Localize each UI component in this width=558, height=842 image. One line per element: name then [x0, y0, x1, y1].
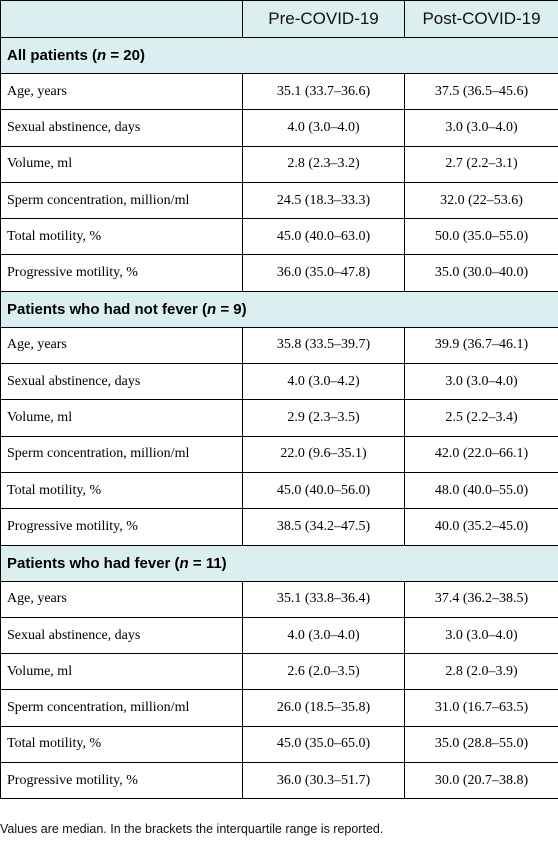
- pre-covid-value: 36.0 (35.0–47.8): [242, 254, 405, 292]
- row-label: Sexual abstinence, days: [0, 109, 243, 147]
- pre-covid-value: 45.0 (35.0–65.0): [242, 725, 405, 764]
- table-row: Volume, ml 2.9 (2.3–3.5) 2.5 (2.2–3.4): [0, 399, 558, 437]
- row-label: Progressive motility, %: [0, 508, 243, 546]
- post-covid-value: 37.5 (36.5–45.6): [404, 72, 558, 111]
- post-covid-value: 3.0 (3.0–4.0): [404, 616, 558, 655]
- results-table: Pre-COVID-19 Post-COVID-19 All patients …: [0, 0, 558, 800]
- row-label: Sperm concentration, million/ml: [0, 689, 243, 727]
- post-covid-value: 2.5 (2.2–3.4): [404, 399, 558, 437]
- pre-covid-value: 24.5 (18.3–33.3): [242, 181, 405, 220]
- row-label: Total motility, %: [0, 725, 243, 764]
- post-covid-value: 2.8 (2.0–3.9): [404, 653, 558, 691]
- table-row: Progressive motility, % 38.5 (34.2–47.5) 4…: [0, 508, 558, 546]
- post-covid-value: 50.0 (35.0–55.0): [404, 218, 558, 256]
- section-title-suffix: = 11): [188, 554, 227, 572]
- post-covid-value: 48.0 (40.0–55.0): [404, 471, 558, 510]
- row-label: Volume, ml: [0, 145, 243, 183]
- table-row: Age, years 35.1 (33.8–36.4) 37.4 (36.2–38.…: [0, 580, 558, 618]
- pre-covid-value: 35.8 (33.5–39.7): [242, 326, 405, 365]
- pre-covid-value: 45.0 (40.0–56.0): [242, 471, 405, 510]
- post-covid-value: 39.9 (36.7–46.1): [404, 326, 558, 365]
- post-covid-value: 35.0 (30.0–40.0): [404, 254, 558, 292]
- row-label: Age, years: [0, 326, 243, 365]
- row-label: Age, years: [0, 72, 243, 111]
- pre-covid-value: 26.0 (18.5–35.8): [242, 689, 405, 727]
- pre-covid-value: 4.0 (3.0–4.0): [242, 616, 405, 655]
- section-title: Patients who had fever (n = 11): [0, 544, 558, 582]
- row-label: Progressive motility, %: [0, 254, 243, 292]
- table-row: Sperm concentration, million/ml 26.0 (18.…: [0, 689, 558, 727]
- table-row: Total motility, % 45.0 (40.0–56.0) 48.0 (4…: [0, 471, 558, 510]
- table-row: Sexual abstinence, days 4.0 (3.0–4.0) 3.0 …: [0, 616, 558, 655]
- table-row: Total motility, % 45.0 (35.0–65.0) 35.0 (2…: [0, 725, 558, 764]
- pre-covid-value: 38.5 (34.2–47.5): [242, 508, 405, 546]
- pre-covid-value: 35.1 (33.7–36.6): [242, 72, 405, 111]
- section-title: Patients who had not fever (n = 9): [0, 290, 558, 328]
- table-row: Sexual abstinence, days 4.0 (3.0–4.0) 3.0 …: [0, 109, 558, 147]
- pre-covid-value: 4.0 (3.0–4.2): [242, 363, 405, 401]
- pre-covid-value: 35.1 (33.8–36.4): [242, 580, 405, 618]
- section-title: All patients (n = 20): [0, 37, 558, 74]
- pre-covid-value: 22.0 (9.6–35.1): [242, 435, 405, 473]
- section-title-n: n: [97, 47, 107, 64]
- section-title-n: n: [179, 554, 189, 572]
- row-label: Sperm concentration, million/ml: [0, 181, 243, 220]
- header-post-covid: Post-COVID-19: [404, 0, 558, 38]
- row-label: Sperm concentration, million/ml: [0, 435, 243, 473]
- row-label: Volume, ml: [0, 653, 243, 691]
- pre-covid-value: 2.6 (2.0–3.5): [242, 653, 405, 691]
- post-covid-value: 40.0 (35.2–45.0): [404, 508, 558, 546]
- section-title-n: n: [207, 300, 217, 318]
- post-covid-value: 2.7 (2.2–3.1): [404, 145, 558, 183]
- row-label: Sexual abstinence, days: [0, 363, 243, 401]
- pre-covid-value: 2.8 (2.3–3.2): [242, 145, 405, 183]
- table-row: Age, years 35.8 (33.5–39.7) 39.9 (36.7–46.…: [0, 326, 558, 365]
- pre-covid-value: 36.0 (30.3–51.7): [242, 762, 405, 800]
- table-row: Volume, ml 2.8 (2.3–3.2) 2.7 (2.2–3.1): [0, 145, 558, 183]
- table-row: Progressive motility, % 36.0 (35.0–47.8) 3…: [0, 254, 558, 292]
- header-blank: [0, 0, 243, 38]
- table-row: Sperm concentration, million/ml 22.0 (9.6…: [0, 435, 558, 473]
- post-covid-value: 30.0 (20.7–38.8): [404, 762, 558, 800]
- header-pre-covid: Pre-COVID-19: [242, 0, 405, 38]
- row-label: Sexual abstinence, days: [0, 616, 243, 655]
- table-row: Progressive motility, % 36.0 (30.3–51.7) 3…: [0, 762, 558, 800]
- post-covid-value: 3.0 (3.0–4.0): [404, 363, 558, 401]
- post-covid-value: 35.0 (28.8–55.0): [404, 725, 558, 764]
- post-covid-value: 3.0 (3.0–4.0): [404, 109, 558, 147]
- row-label: Age, years: [0, 580, 243, 618]
- table-row: Age, years 35.1 (33.7–36.6) 37.5 (36.5–45.…: [0, 72, 558, 111]
- post-covid-value: 32.0 (22–53.6): [404, 181, 558, 220]
- post-covid-value: 42.0 (22.0–66.1): [404, 435, 558, 473]
- table-footnote: Values are median. In the brackets the i…: [0, 822, 384, 836]
- header-row: Pre-COVID-19 Post-COVID-19: [0, 0, 558, 38]
- post-covid-value: 31.0 (16.7–63.5): [404, 689, 558, 727]
- section-header-row: All patients (n = 20): [0, 37, 558, 74]
- row-label: Total motility, %: [0, 218, 243, 256]
- section-title-suffix: = 20): [106, 47, 145, 64]
- section-header-row: Patients who had fever (n = 11): [0, 544, 558, 582]
- table-row: Total motility, % 45.0 (40.0–63.0) 50.0 (3…: [0, 218, 558, 256]
- section-header-row: Patients who had not fever (n = 9): [0, 290, 558, 328]
- row-label: Progressive motility, %: [0, 762, 243, 800]
- table-row: Sperm concentration, million/ml 24.5 (18.…: [0, 181, 558, 220]
- post-covid-value: 37.4 (36.2–38.5): [404, 580, 558, 618]
- table-row: Sexual abstinence, days 4.0 (3.0–4.2) 3.0 …: [0, 363, 558, 401]
- section-title-prefix: Patients who had fever (: [7, 554, 180, 572]
- row-label: Volume, ml: [0, 399, 243, 437]
- pre-covid-value: 2.9 (2.3–3.5): [242, 399, 405, 437]
- section-title-prefix: Patients who had not fever (: [7, 300, 208, 318]
- section-title-suffix: = 9): [216, 300, 247, 318]
- pre-covid-value: 4.0 (3.0–4.0): [242, 109, 405, 147]
- table-row: Volume, ml 2.6 (2.0–3.5) 2.8 (2.0–3.9): [0, 653, 558, 691]
- pre-covid-value: 45.0 (40.0–63.0): [242, 218, 405, 256]
- row-label: Total motility, %: [0, 471, 243, 510]
- section-title-prefix: All patients (: [7, 47, 98, 64]
